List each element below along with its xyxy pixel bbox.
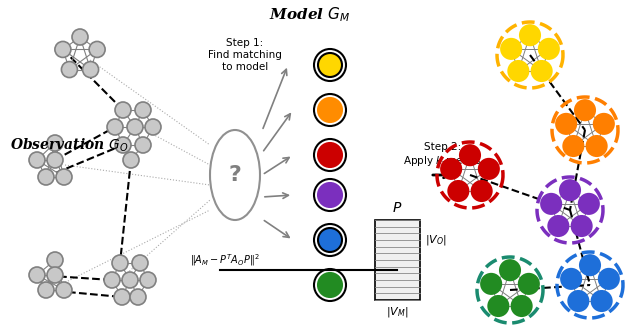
Circle shape bbox=[575, 100, 595, 120]
Circle shape bbox=[591, 291, 612, 311]
Circle shape bbox=[83, 61, 99, 78]
Circle shape bbox=[314, 49, 346, 81]
Circle shape bbox=[135, 102, 151, 118]
Circle shape bbox=[500, 260, 520, 280]
Circle shape bbox=[479, 159, 499, 179]
Circle shape bbox=[38, 282, 54, 298]
Circle shape bbox=[318, 53, 342, 77]
Text: $|V_O|$: $|V_O|$ bbox=[425, 233, 447, 247]
Circle shape bbox=[541, 194, 561, 214]
Circle shape bbox=[140, 272, 156, 288]
Text: Model $G_M$: Model $G_M$ bbox=[269, 6, 351, 24]
Circle shape bbox=[460, 145, 480, 165]
Circle shape bbox=[47, 135, 63, 151]
Circle shape bbox=[449, 181, 468, 201]
Circle shape bbox=[318, 273, 342, 297]
Circle shape bbox=[579, 194, 599, 214]
Circle shape bbox=[47, 267, 63, 283]
Circle shape bbox=[511, 296, 532, 316]
Circle shape bbox=[594, 114, 614, 134]
Circle shape bbox=[132, 255, 148, 271]
Circle shape bbox=[72, 29, 88, 45]
Circle shape bbox=[599, 269, 619, 289]
Text: $|V_M|$: $|V_M|$ bbox=[386, 305, 409, 319]
Circle shape bbox=[115, 137, 131, 153]
Circle shape bbox=[441, 159, 461, 179]
Text: Step 2:
Apply $k$-means: Step 2: Apply $k$-means bbox=[403, 142, 482, 168]
Text: ?: ? bbox=[228, 165, 241, 185]
Circle shape bbox=[318, 183, 342, 207]
Circle shape bbox=[314, 139, 346, 171]
Circle shape bbox=[561, 269, 581, 289]
Circle shape bbox=[29, 267, 45, 283]
Circle shape bbox=[539, 39, 559, 59]
Circle shape bbox=[563, 136, 584, 156]
Circle shape bbox=[556, 114, 576, 134]
Circle shape bbox=[508, 61, 529, 81]
Circle shape bbox=[89, 42, 105, 57]
Circle shape bbox=[481, 274, 501, 294]
Circle shape bbox=[314, 224, 346, 256]
Circle shape bbox=[114, 289, 130, 305]
Circle shape bbox=[314, 179, 346, 211]
Circle shape bbox=[123, 152, 139, 168]
Circle shape bbox=[501, 39, 521, 59]
Circle shape bbox=[56, 169, 72, 185]
Circle shape bbox=[587, 136, 607, 156]
Circle shape bbox=[314, 269, 346, 301]
Text: Step 1:
Find matching
to model: Step 1: Find matching to model bbox=[208, 39, 282, 72]
Circle shape bbox=[568, 291, 588, 311]
Circle shape bbox=[61, 61, 77, 78]
Circle shape bbox=[115, 102, 131, 118]
Circle shape bbox=[55, 42, 71, 57]
Circle shape bbox=[520, 25, 540, 45]
Circle shape bbox=[122, 272, 138, 288]
Text: Observation $G_O$: Observation $G_O$ bbox=[10, 136, 129, 154]
Circle shape bbox=[572, 216, 591, 236]
Text: $\|A_M - P^T A_O P\|^2$: $\|A_M - P^T A_O P\|^2$ bbox=[190, 252, 260, 268]
Text: $P$: $P$ bbox=[392, 201, 403, 215]
Circle shape bbox=[145, 119, 161, 135]
Circle shape bbox=[29, 152, 45, 168]
Circle shape bbox=[127, 119, 143, 135]
Circle shape bbox=[130, 289, 146, 305]
Circle shape bbox=[112, 255, 128, 271]
Circle shape bbox=[47, 152, 63, 168]
Circle shape bbox=[488, 296, 508, 316]
Circle shape bbox=[560, 180, 580, 200]
FancyBboxPatch shape bbox=[375, 220, 420, 300]
Circle shape bbox=[314, 94, 346, 126]
Circle shape bbox=[47, 252, 63, 268]
Circle shape bbox=[56, 282, 72, 298]
Circle shape bbox=[107, 119, 123, 135]
Circle shape bbox=[580, 255, 600, 275]
Circle shape bbox=[548, 216, 568, 236]
Circle shape bbox=[532, 61, 552, 81]
Circle shape bbox=[472, 181, 492, 201]
Circle shape bbox=[519, 274, 539, 294]
Circle shape bbox=[318, 98, 342, 122]
Circle shape bbox=[135, 137, 151, 153]
Circle shape bbox=[318, 143, 342, 167]
Circle shape bbox=[104, 272, 120, 288]
Ellipse shape bbox=[210, 130, 260, 220]
Circle shape bbox=[318, 228, 342, 252]
Circle shape bbox=[38, 169, 54, 185]
